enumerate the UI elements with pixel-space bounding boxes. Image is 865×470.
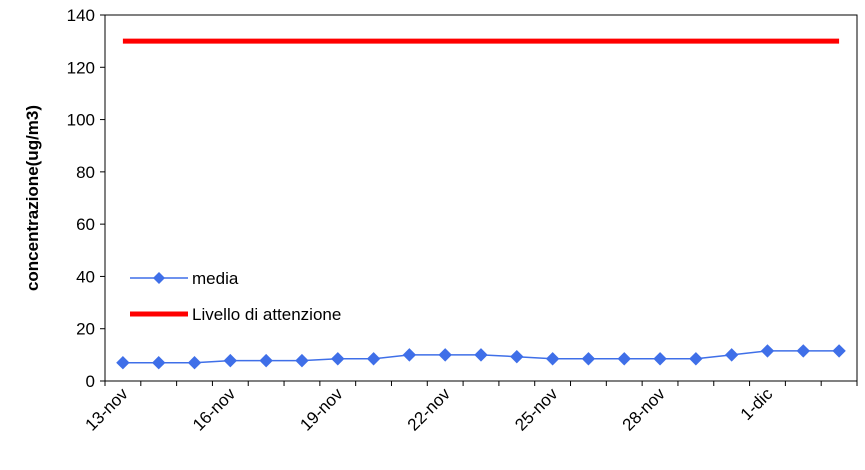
media-data-point (438, 348, 452, 362)
x-tick-label: 22-nov (404, 384, 455, 435)
media-data-point (187, 355, 202, 370)
media-data-point (331, 352, 345, 366)
y-tick-label: 100 (67, 111, 95, 130)
plot-area: 0 20 40 60 80 100 120 140 13-nov 16-nov 19-nov 22-n… (67, 6, 858, 435)
media-data-point (152, 355, 166, 370)
x-tick-label: 19-nov (296, 384, 347, 435)
y-tick-label: 140 (67, 6, 95, 25)
plot-border (104, 14, 858, 382)
legend-entry-label: media (192, 269, 239, 288)
media-data-point (796, 344, 810, 358)
media-data-point (724, 348, 739, 362)
x-tick-label: 25-nov (511, 384, 562, 435)
media-data-point (295, 353, 309, 368)
x-tick-label: 28-nov (619, 384, 670, 435)
media-data-point (402, 348, 417, 362)
media-data-point (116, 355, 130, 370)
media-data-point (223, 353, 238, 368)
legend-swatch-marker (153, 272, 165, 284)
media-data-point (760, 344, 775, 358)
media-data-point (832, 344, 846, 358)
y-axis-title: concentrazione(ug/m3) (23, 105, 42, 291)
media-data-point (259, 353, 273, 368)
x-tick-label: 16-nov (189, 384, 240, 435)
y-tick-label: 40 (76, 267, 95, 286)
y-tick-label: 80 (76, 163, 95, 182)
x-tick-label: 1-dic (737, 384, 777, 424)
legend-entry-label: Livello di attenzione (192, 305, 341, 324)
media-data-point (474, 348, 488, 362)
media-data-point (581, 352, 596, 366)
media-data-point (510, 349, 524, 364)
y-tick-label: 0 (86, 372, 95, 391)
x-tick-label: 13-nov (82, 384, 133, 435)
media-data-point (689, 352, 703, 366)
media-data-point (653, 352, 667, 366)
y-tick-label: 20 (76, 320, 95, 339)
y-tick-label: 120 (67, 58, 95, 77)
media-data-point (545, 352, 560, 366)
media-data-point (366, 352, 381, 366)
y-tick-label: 60 (76, 215, 95, 234)
media-data-point (617, 352, 631, 366)
